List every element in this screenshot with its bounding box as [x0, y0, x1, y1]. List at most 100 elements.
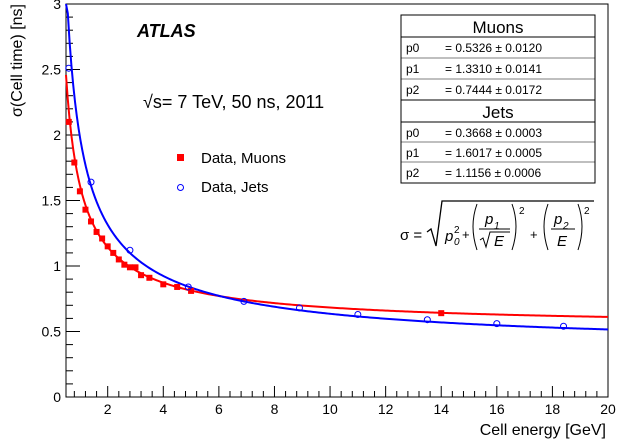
muon-data-point	[146, 274, 153, 281]
x-tick-label: 2	[104, 401, 112, 417]
formula-p1: p	[484, 211, 493, 228]
jet-data-point	[560, 322, 568, 330]
muon-data-point	[88, 218, 95, 225]
jet-data-point	[65, 64, 73, 72]
conditions-label: √s= 7 TeV, 50 ns, 2011	[143, 92, 324, 112]
formula-p1-sub: 1	[494, 221, 500, 232]
formula-e: E	[557, 233, 568, 250]
formula-plus-2: +	[530, 227, 538, 242]
muon-data-point	[160, 281, 167, 288]
x-axis-title: Cell energy [GeV]	[480, 422, 606, 439]
muon-data-point	[93, 228, 100, 235]
y-tick-label: 2	[53, 127, 61, 143]
muons-box-title: Muons	[472, 18, 523, 37]
formula-p0-sup: 2	[454, 225, 460, 236]
formula-sqrt-sign	[426, 200, 594, 247]
x-tick-label: 6	[215, 401, 223, 417]
x-tick-label: 8	[271, 401, 279, 417]
muon-data-point	[65, 118, 72, 125]
y-tick-label: 0.5	[42, 324, 62, 340]
fit-curve-muons	[65, 74, 609, 318]
muon-data-point	[138, 272, 145, 279]
formula-sqrt-e: E	[494, 233, 505, 250]
jet-data-point	[493, 320, 501, 328]
muons-p1-value: = 1.3310 ± 0.0141	[445, 62, 542, 76]
muons-box-frame	[400, 14, 596, 101]
formula-paren-right-1	[511, 203, 517, 251]
formula-inner-sqrt	[479, 231, 510, 249]
fit-curves	[65, 3, 609, 331]
formula-plus-1: +	[462, 227, 470, 242]
jet-data-point	[126, 246, 134, 254]
jets-p0-name: p0	[406, 126, 420, 140]
formula-p2: p	[553, 211, 562, 228]
jet-data-point	[240, 297, 248, 305]
formula-p0-sub: 0	[454, 237, 460, 248]
muon-data-point	[132, 264, 139, 271]
data-points	[65, 64, 568, 330]
jet-data-point	[423, 316, 431, 324]
y-axis-title: σ(Cell time) [ns]	[9, 4, 26, 117]
legend: Data, Muons Data, Jets	[177, 150, 286, 196]
muon-data-point	[188, 287, 195, 294]
x-tick-label: 12	[378, 401, 394, 417]
x-tick-label: 20	[600, 401, 616, 417]
jets-p1-name: p1	[406, 146, 420, 160]
formula-paren-left-2	[543, 203, 549, 251]
jet-data-point	[295, 304, 303, 312]
muon-data-point	[121, 261, 128, 268]
jets-p2-value: = 1.1156 ± 0.0006	[445, 166, 541, 180]
muons-p2-value: = 0.7444 ± 0.0172	[445, 83, 542, 97]
fit-parameter-box-jets: Jets p0 = 0.3668 ± 0.0003 p1 = 1.6017 ± …	[400, 99, 596, 184]
jets-p2-name: p2	[406, 166, 420, 180]
muon-data-point	[115, 256, 122, 263]
x-tick-label: 4	[159, 401, 167, 417]
jet-data-point	[184, 283, 192, 291]
formula-p2-sub: 2	[562, 221, 569, 232]
resolution-formula: σ = p 2 0 + p 1 E 2 + p 2 E 2	[400, 200, 594, 251]
jets-p1-value: = 1.6017 ± 0.0005	[445, 146, 542, 160]
jets-p0-value: = 0.3668 ± 0.0003	[445, 126, 542, 140]
experiment-label: ATLAS	[136, 21, 196, 41]
muon-data-point	[126, 264, 133, 271]
jet-data-point	[354, 310, 362, 318]
muon-data-point	[174, 283, 181, 290]
muon-data-point	[110, 249, 117, 256]
x-tick-label: 18	[545, 401, 561, 417]
muons-p0-value: = 0.5326 ± 0.0120	[445, 41, 542, 55]
muons-p2-name: p2	[406, 83, 420, 97]
formula-square-2: 2	[584, 206, 590, 217]
muon-data-point	[99, 235, 106, 242]
formula-p0: p	[444, 228, 453, 245]
jet-data-point	[87, 178, 95, 186]
formula-lhs: σ =	[400, 227, 422, 244]
fit-parameter-box-muons: Muons p0 = 0.5326 ± 0.0120 p1 = 1.3310 ±…	[400, 14, 596, 101]
y-tick-label: 1.5	[42, 193, 62, 209]
x-tick-label: 10	[322, 401, 338, 417]
muon-data-point	[82, 206, 89, 213]
legend-label-muons: Data, Muons	[201, 150, 286, 167]
legend-label-jets: Data, Jets	[201, 179, 269, 196]
muon-data-point	[76, 188, 83, 195]
muons-p1-name: p1	[406, 62, 420, 76]
y-tick-label: 0	[53, 389, 61, 405]
formula-paren-left-1	[472, 203, 478, 251]
y-tick-label: 1	[53, 258, 61, 274]
muons-p0-name: p0	[406, 41, 420, 55]
jets-box-frame	[400, 99, 596, 184]
legend-marker-muons	[177, 154, 184, 161]
y-tick-label: 3	[53, 0, 61, 12]
muon-data-point	[71, 159, 78, 166]
formula-paren-right-2	[577, 203, 583, 251]
legend-marker-jets	[177, 184, 184, 191]
y-tick-label: 2.5	[42, 62, 62, 78]
x-tick-label: 16	[489, 401, 505, 417]
formula-square-1: 2	[519, 206, 525, 217]
x-tick-label: 14	[433, 401, 449, 417]
muon-data-point	[438, 310, 445, 317]
fit-curve-jets	[65, 3, 609, 331]
muon-data-point	[104, 243, 111, 250]
jets-box-title: Jets	[482, 103, 513, 122]
